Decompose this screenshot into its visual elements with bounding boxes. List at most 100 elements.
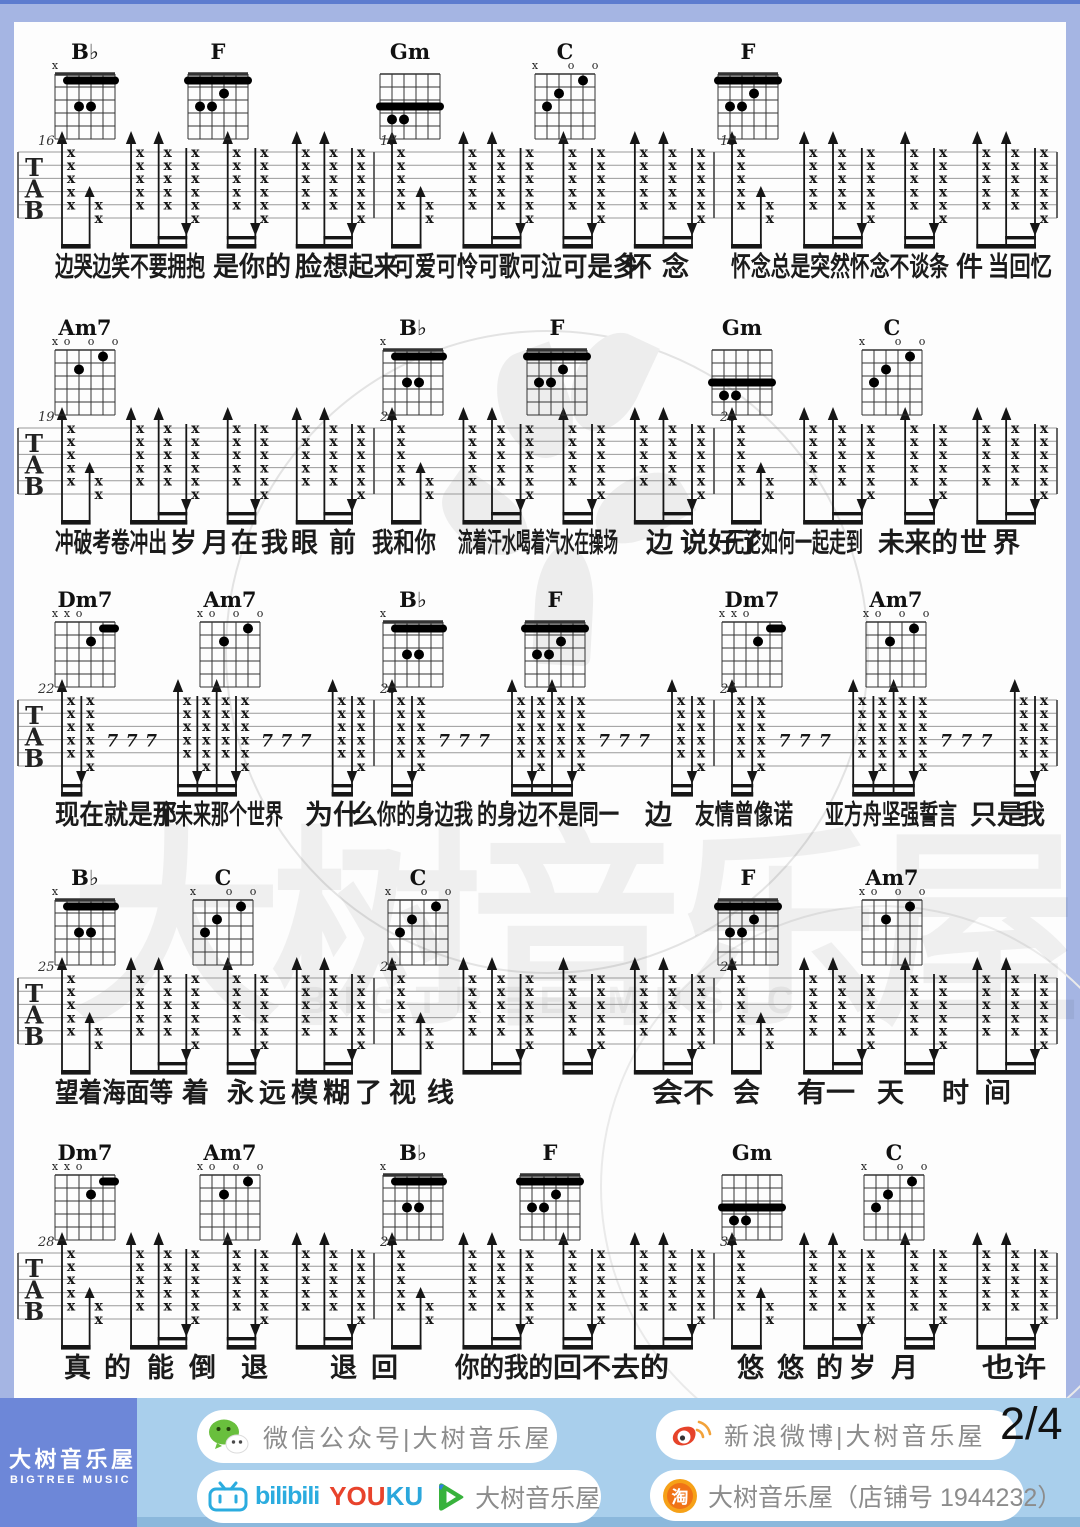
beam bbox=[462, 1070, 522, 1075]
svg-text:x: x bbox=[357, 198, 366, 214]
svg-text:x: x bbox=[697, 984, 706, 1000]
svg-text:x: x bbox=[568, 984, 577, 1000]
svg-text:x: x bbox=[982, 474, 991, 490]
svg-text:x: x bbox=[809, 447, 818, 463]
svg-text:x: x bbox=[425, 1037, 434, 1053]
beam bbox=[803, 1070, 863, 1075]
svg-text:x: x bbox=[1040, 1312, 1049, 1328]
svg-text:x: x bbox=[838, 171, 847, 187]
svg-text:x: x bbox=[858, 719, 867, 735]
svg-text:x: x bbox=[329, 447, 338, 463]
chord-diagram-C: Cx o o bbox=[861, 1140, 928, 1241]
beam bbox=[976, 244, 1036, 249]
beam bbox=[562, 1070, 593, 1075]
svg-text:x: x bbox=[191, 434, 200, 450]
video-channel-label: 大树音乐屋 bbox=[475, 1484, 601, 1513]
svg-text:x: x bbox=[737, 971, 746, 987]
svg-text:x: x bbox=[260, 158, 269, 174]
beam bbox=[391, 1070, 422, 1075]
chord-label: B♭ bbox=[399, 315, 427, 340]
svg-text:x: x bbox=[329, 474, 338, 490]
tab-clef-letter: T bbox=[25, 701, 43, 730]
svg-text:x: x bbox=[329, 460, 338, 476]
svg-text:x: x bbox=[329, 1259, 338, 1275]
svg-text:x: x bbox=[910, 460, 919, 476]
chord-diagram-F: F bbox=[714, 39, 782, 140]
beam bbox=[295, 1070, 353, 1075]
svg-text:x: x bbox=[468, 971, 477, 987]
svg-text:x: x bbox=[1020, 706, 1029, 722]
svg-text:x: x bbox=[136, 1272, 145, 1288]
beam bbox=[226, 520, 257, 525]
svg-text:x: x bbox=[497, 971, 506, 987]
svg-text:x: x bbox=[136, 997, 145, 1013]
svg-text:x: x bbox=[640, 184, 649, 200]
svg-text:x: x bbox=[939, 984, 948, 1000]
svg-text:x: x bbox=[910, 984, 919, 1000]
lyric-segment: 岁 bbox=[849, 1353, 876, 1383]
beam bbox=[130, 520, 188, 525]
svg-text:x: x bbox=[537, 759, 546, 775]
beam bbox=[391, 792, 413, 797]
svg-text:x: x bbox=[697, 759, 706, 775]
svg-text:x: x bbox=[1040, 171, 1049, 187]
lyric-segment: 间 bbox=[984, 1078, 1011, 1108]
svg-text:x: x bbox=[640, 145, 649, 161]
svg-text:x: x bbox=[597, 487, 606, 503]
svg-text:x: x bbox=[94, 1312, 103, 1328]
strum-short-up-arrow: xx bbox=[84, 186, 103, 248]
lyric-segment: 了 bbox=[355, 1078, 382, 1108]
svg-text:x: x bbox=[525, 984, 534, 1000]
svg-text:x: x bbox=[939, 184, 948, 200]
svg-text:x: x bbox=[737, 732, 746, 748]
lyrics-line-5: 真的能倒退退回你的我的回不去的悠悠的岁月也许 bbox=[64, 1352, 1046, 1383]
svg-text:x: x bbox=[397, 1299, 406, 1315]
tab-clef-letter: T bbox=[25, 429, 43, 458]
chord-label: Gm bbox=[722, 315, 762, 340]
svg-text:x: x bbox=[982, 434, 991, 450]
string-marker: o bbox=[919, 335, 926, 348]
chord-diagram-C: Cx o o bbox=[385, 865, 452, 966]
svg-text:x: x bbox=[668, 145, 677, 161]
beam bbox=[633, 244, 693, 249]
svg-text:x: x bbox=[260, 971, 269, 987]
lyric-segment: 岁 bbox=[170, 528, 197, 558]
lyric-segment: 天 bbox=[877, 1078, 904, 1108]
chord-label: C bbox=[215, 865, 232, 890]
chord-diagram-Gm: Gm bbox=[718, 1140, 786, 1241]
svg-text:x: x bbox=[677, 693, 686, 709]
beam bbox=[61, 244, 91, 249]
svg-text:x: x bbox=[982, 1272, 991, 1288]
svg-text:x: x bbox=[910, 1299, 919, 1315]
svg-text:x: x bbox=[919, 706, 928, 722]
string-marker: o bbox=[895, 335, 902, 348]
svg-text:x: x bbox=[1011, 158, 1020, 174]
svg-text:x: x bbox=[357, 1285, 366, 1301]
svg-text:x: x bbox=[668, 158, 677, 174]
lyric-segment: 可爱可怜可歌可泣 bbox=[394, 251, 562, 282]
svg-text:x: x bbox=[737, 746, 746, 762]
eighth-rest: 7 bbox=[981, 732, 993, 752]
svg-text:x: x bbox=[468, 171, 477, 187]
lyrics-line-4: 望着海面等着永远模糊了视线 会不会 有一天 时间 bbox=[55, 1077, 1011, 1108]
string-marker: o bbox=[919, 885, 926, 898]
svg-text:x: x bbox=[597, 158, 606, 174]
svg-text:x: x bbox=[697, 706, 706, 722]
svg-text:x: x bbox=[668, 1285, 677, 1301]
svg-text:x: x bbox=[809, 1246, 818, 1262]
svg-text:x: x bbox=[191, 1010, 200, 1026]
svg-text:x: x bbox=[425, 474, 434, 490]
svg-text:x: x bbox=[910, 184, 919, 200]
